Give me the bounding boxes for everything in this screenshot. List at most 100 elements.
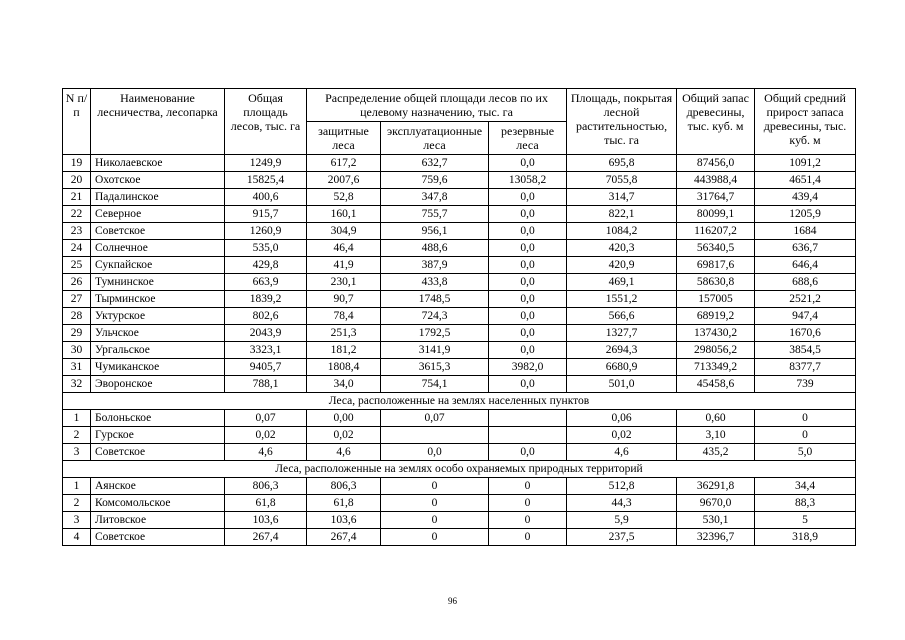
cell-covered-area: 1084,2 <box>566 222 678 240</box>
cell-timber-stock: 45458,6 <box>676 375 756 393</box>
cell-row-number: 21 <box>62 188 91 206</box>
cell-protective: 181,2 <box>306 341 381 359</box>
cell-total-area: 0,07 <box>224 409 307 427</box>
cell-total-area: 1839,2 <box>224 290 307 308</box>
cell-exploitable: 0 <box>380 528 489 546</box>
cell-row-number: 23 <box>62 222 91 240</box>
cell-covered-area: 7055,8 <box>566 171 678 189</box>
cell-reserve: 0,0 <box>487 256 568 274</box>
forestry-table: N п/п Наименование лесничества, лесопарк… <box>61 88 857 546</box>
cell-protective: 230,1 <box>306 273 381 291</box>
table-body: 19 Николаевское 1249,9 617,2 632,7 0,0 695,8 87… <box>61 154 857 546</box>
cell-forestry-name: Падалинское <box>90 188 225 206</box>
cell-reserve: 0,0 <box>487 307 568 325</box>
table-row: 27 Тырминское 1839,2 90,7 1748,5 0,0 1551,2 157… <box>62 290 857 308</box>
cell-total-area: 663,9 <box>224 273 307 291</box>
cell-average-growth: 739 <box>754 375 857 393</box>
cell-average-growth: 1205,9 <box>754 205 857 223</box>
cell-average-growth: 34,4 <box>754 477 857 495</box>
cell-reserve: 0,0 <box>487 324 568 342</box>
cell-total-area: 103,6 <box>224 511 307 529</box>
cell-reserve: 0,0 <box>487 375 568 393</box>
cell-row-number: 28 <box>62 307 91 325</box>
section-title: Леса, расположенные на землях особо охра… <box>61 460 857 478</box>
cell-row-number: 2 <box>62 426 91 444</box>
table-row: 19 Николаевское 1249,9 617,2 632,7 0,0 695,8 87… <box>62 154 857 172</box>
cell-timber-stock: 116207,2 <box>676 222 756 240</box>
cell-protective: 52,8 <box>306 188 381 206</box>
header-row-top: N п/п Наименование лесничества, лесопарк… <box>62 88 857 155</box>
cell-timber-stock: 3,10 <box>676 426 756 444</box>
cell-average-growth: 0 <box>754 409 857 427</box>
cell-protective: 267,4 <box>306 528 381 546</box>
table-row: 1 Аянское 806,3 806,3 0 0 512,8 36291,8 34,4 <box>62 477 857 495</box>
table-row: 3 Советское 4,6 4,6 0,0 0,0 4,6 435,2 5,0 <box>62 443 857 461</box>
cell-timber-stock: 9670,0 <box>676 494 756 512</box>
cell-reserve: 0,0 <box>487 188 568 206</box>
cell-forestry-name: Литовское <box>90 511 225 529</box>
cell-protective: 0,02 <box>306 426 381 444</box>
table-row: 1 Болоньское 0,07 0,00 0,07 0,06 0,60 0 <box>62 409 857 427</box>
cell-timber-stock: 36291,8 <box>676 477 756 495</box>
table-row: 21 Падалинское 400,6 52,8 347,8 0,0 314,7 31764… <box>62 188 857 206</box>
cell-reserve: 0,0 <box>487 205 568 223</box>
table-row: 32 Эворонское 788,1 34,0 754,1 0,0 501,0 45458,… <box>62 375 857 393</box>
cell-forestry-name: Советское <box>90 222 225 240</box>
cell-covered-area: 4,6 <box>566 443 678 461</box>
cell-timber-stock: 0,60 <box>676 409 756 427</box>
cell-protective: 304,9 <box>306 222 381 240</box>
header-protective-forests: защитные леса <box>306 121 381 155</box>
cell-timber-stock: 80099,1 <box>676 205 756 223</box>
cell-reserve: 0 <box>487 511 568 529</box>
cell-total-area: 400,6 <box>224 188 307 206</box>
cell-timber-stock: 137430,2 <box>676 324 756 342</box>
cell-average-growth: 0 <box>754 426 857 444</box>
cell-timber-stock: 87456,0 <box>676 154 756 172</box>
cell-exploitable: 347,8 <box>380 188 489 206</box>
cell-total-area: 788,1 <box>224 375 307 393</box>
cell-average-growth: 5,0 <box>754 443 857 461</box>
cell-forestry-name: Николаевское <box>90 154 225 172</box>
cell-average-growth: 88,3 <box>754 494 857 512</box>
cell-exploitable: 956,1 <box>380 222 489 240</box>
cell-total-area: 267,4 <box>224 528 307 546</box>
cell-covered-area: 822,1 <box>566 205 678 223</box>
cell-total-area: 4,6 <box>224 443 307 461</box>
cell-row-number: 32 <box>62 375 91 393</box>
cell-covered-area: 695,8 <box>566 154 678 172</box>
cell-total-area: 535,0 <box>224 239 307 257</box>
cell-average-growth: 1670,6 <box>754 324 857 342</box>
table-row: 23 Советское 1260,9 304,9 956,1 0,0 1084,2 1162… <box>62 222 857 240</box>
cell-row-number: 4 <box>62 528 91 546</box>
cell-reserve: 0,0 <box>487 443 568 461</box>
cell-row-number: 20 <box>62 171 91 189</box>
cell-forestry-name: Уктурское <box>90 307 225 325</box>
cell-covered-area: 6680,9 <box>566 358 678 376</box>
cell-row-number: 29 <box>62 324 91 342</box>
table-row: 22 Северное 915,7 160,1 755,7 0,0 822,1 80099,1… <box>62 205 857 223</box>
table-row: 2 Комсомольское 61,8 61,8 0 0 44,3 9670,0 88,3 <box>62 494 857 512</box>
cell-timber-stock: 58630,8 <box>676 273 756 291</box>
cell-row-number: 1 <box>62 409 91 427</box>
cell-total-area: 61,8 <box>224 494 307 512</box>
cell-timber-stock: 56340,5 <box>676 239 756 257</box>
cell-reserve: 0,0 <box>487 239 568 257</box>
cell-covered-area: 420,3 <box>566 239 678 257</box>
cell-total-area: 2043,9 <box>224 324 307 342</box>
table-row: 20 Охотское 15825,4 2007,6 759,6 13058,2 7055,… <box>62 171 857 189</box>
cell-covered-area: 44,3 <box>566 494 678 512</box>
cell-exploitable: 759,6 <box>380 171 489 189</box>
cell-reserve: 0,0 <box>487 154 568 172</box>
cell-forestry-name: Советское <box>90 443 225 461</box>
table-row: 30 Ургальское 3323,1 181,2 3141,9 0,0 2694,3 29… <box>62 341 857 359</box>
cell-forestry-name: Эворонское <box>90 375 225 393</box>
cell-timber-stock: 31764,7 <box>676 188 756 206</box>
cell-exploitable: 632,7 <box>380 154 489 172</box>
cell-total-area: 429,8 <box>224 256 307 274</box>
cell-average-growth: 5 <box>754 511 857 529</box>
cell-protective: 0,00 <box>306 409 381 427</box>
table-header: N п/п Наименование лесничества, лесопарк… <box>62 88 857 155</box>
table-row: 4 Советское 267,4 267,4 0 0 237,5 32396,7 318,9 <box>62 528 857 546</box>
cell-timber-stock: 32396,7 <box>676 528 756 546</box>
cell-covered-area: 1327,7 <box>566 324 678 342</box>
